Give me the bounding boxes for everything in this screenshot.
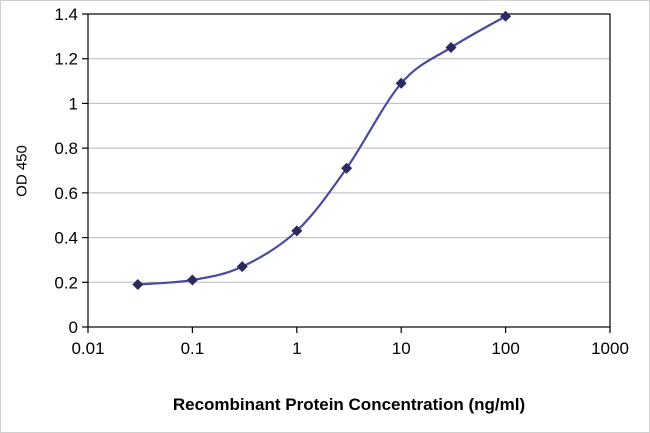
y-tick-label: 0.4 (54, 229, 78, 248)
data-point-marker (395, 77, 407, 89)
data-point-marker (291, 225, 303, 237)
y-tick-label: 1.2 (54, 50, 78, 69)
y-tick-label: 1.4 (54, 5, 78, 24)
y-tick-label: 0 (69, 318, 78, 337)
y-axis-label: OD 450 (13, 145, 31, 197)
data-point-marker (445, 42, 457, 54)
y-tick-label: 0.2 (54, 273, 78, 292)
x-tick-label: 10 (392, 339, 411, 358)
data-point-marker (186, 274, 198, 286)
data-point-marker (341, 162, 353, 174)
x-tick-label: 100 (491, 339, 519, 358)
data-point-marker (132, 279, 144, 291)
x-tick-label: 0.01 (71, 339, 104, 358)
data-point-marker (500, 10, 512, 22)
data-point-marker (236, 261, 248, 273)
x-axis-label: Recombinant Protein Concentration (ng/ml… (172, 395, 526, 414)
data-curve (137, 15, 507, 286)
y-tick-label: 1 (69, 94, 78, 113)
y-tick-label: 0.8 (54, 139, 78, 158)
plot-frame (87, 13, 611, 328)
x-tick-label: 1 (292, 339, 301, 358)
x-tick-label: 1000 (591, 339, 629, 358)
x-tick-label: 0.1 (181, 339, 205, 358)
y-tick-label: 0.6 (54, 184, 78, 203)
